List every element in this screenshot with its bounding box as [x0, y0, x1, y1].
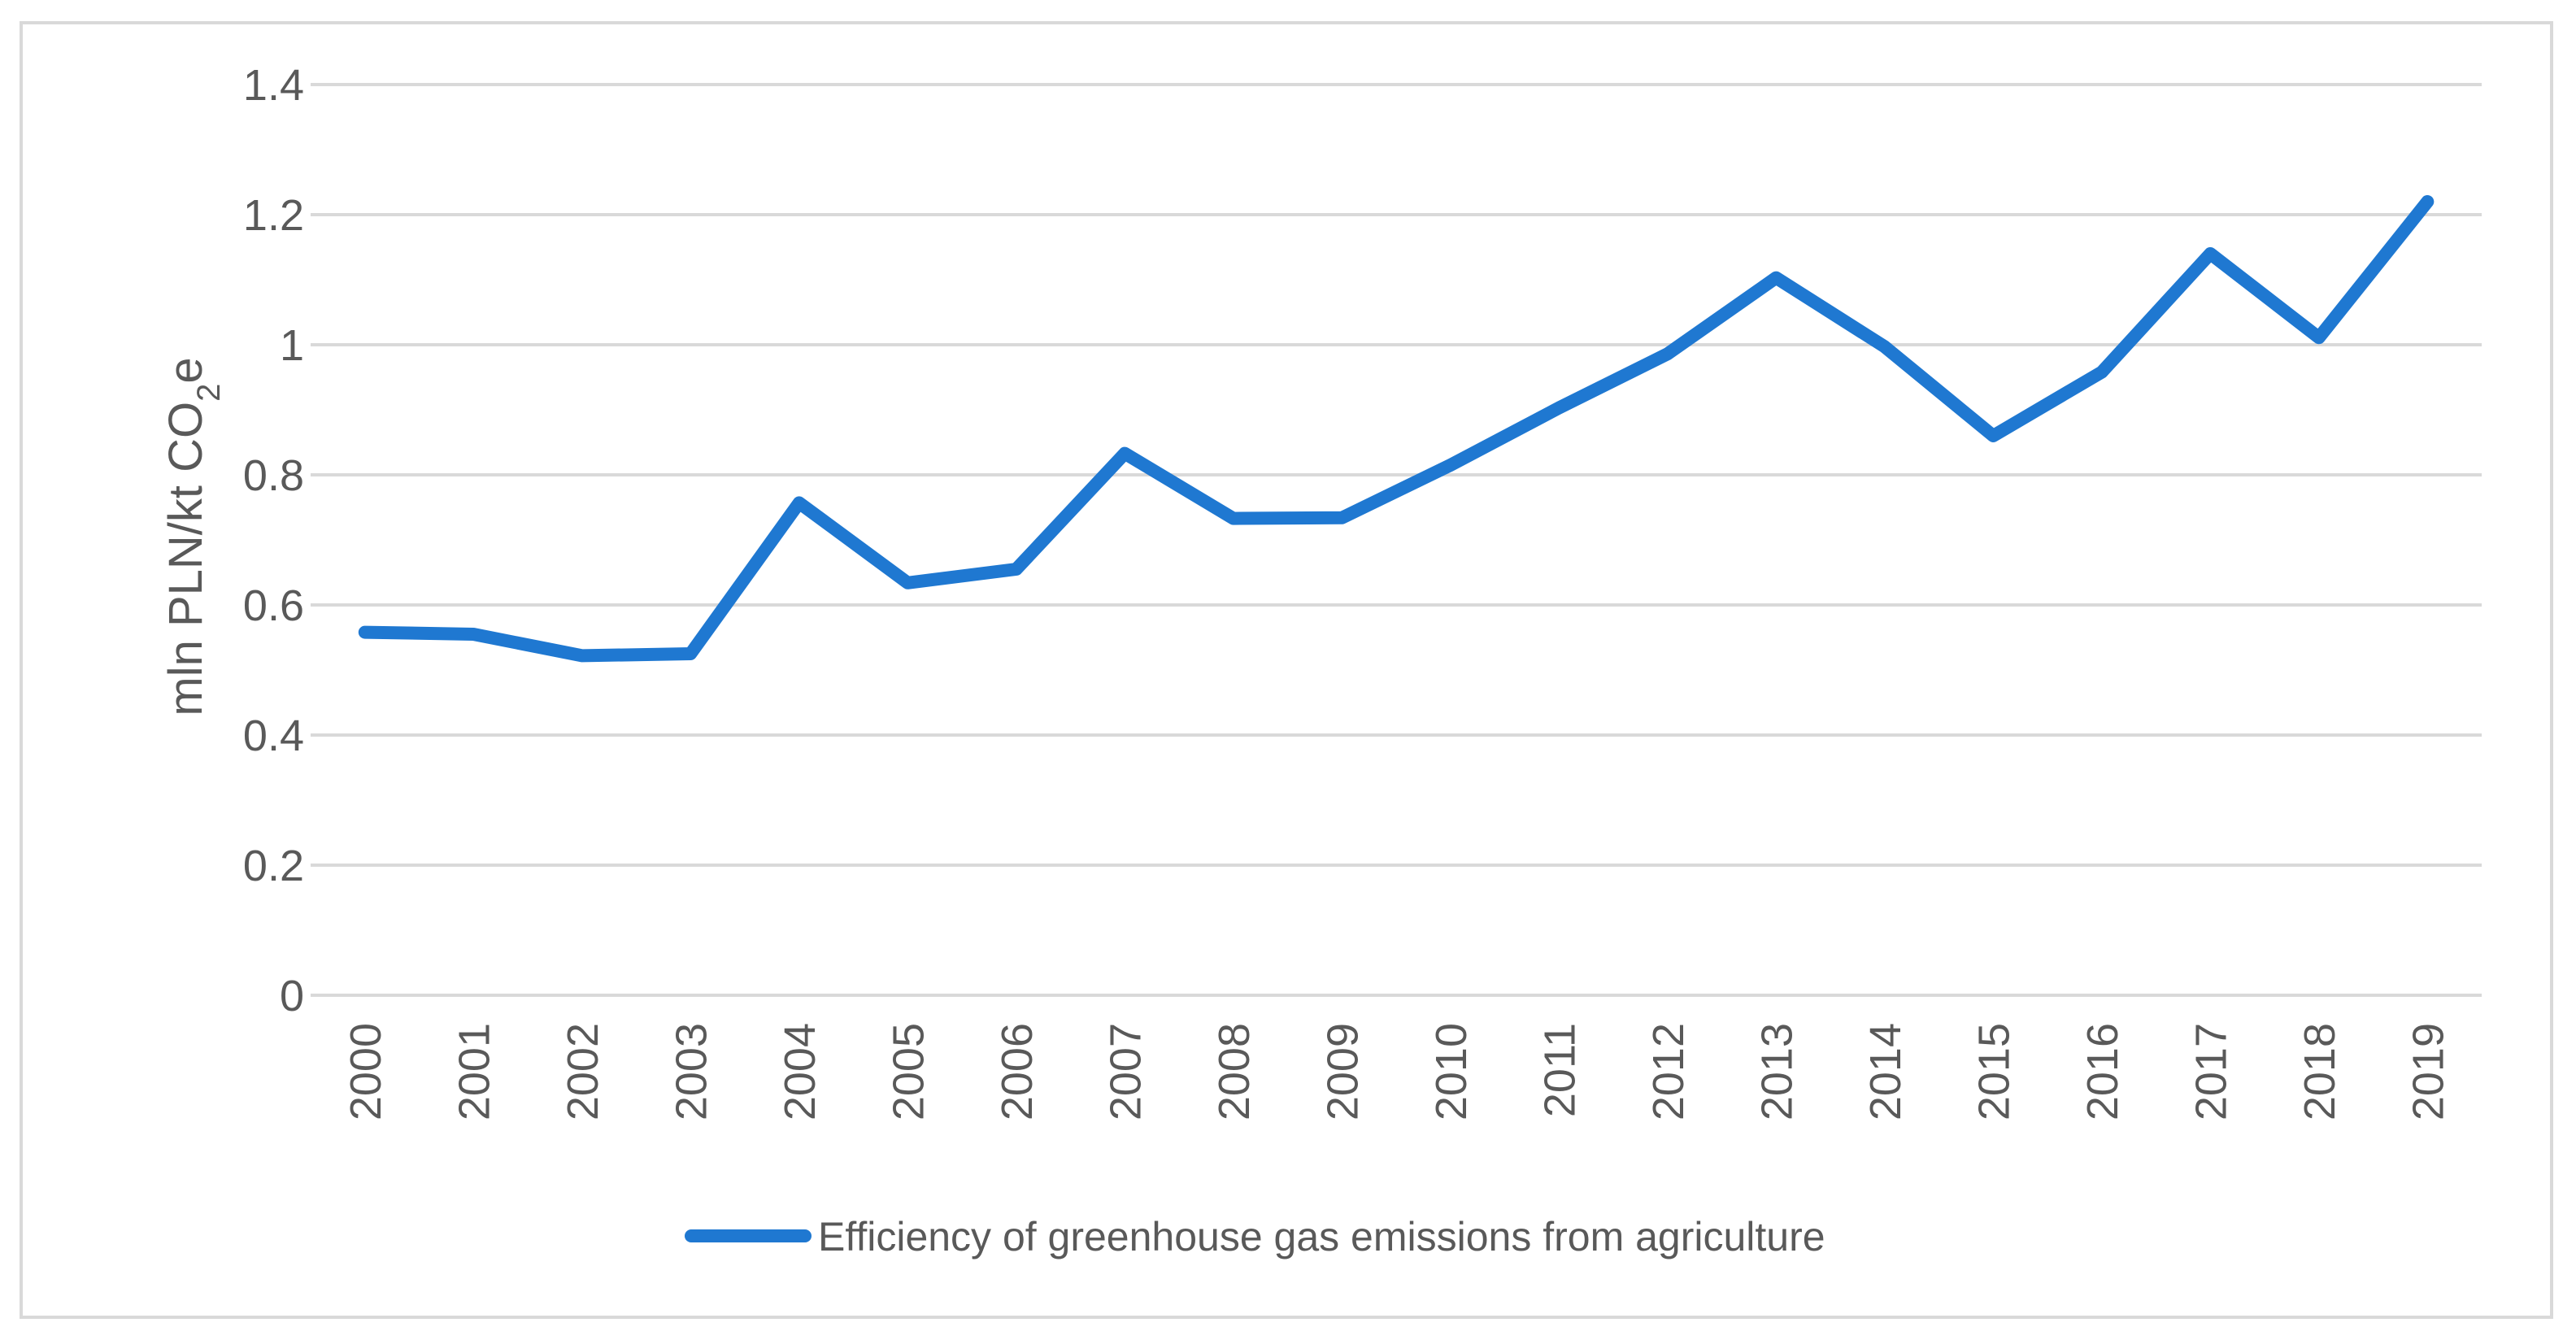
x-tick-label: 2001: [450, 1023, 498, 1120]
y-tick-label: 0.8: [243, 451, 304, 500]
x-tick-label: 2009: [1318, 1023, 1367, 1120]
x-axis-ticks: 2000 2001 2002 2003 2004 2005 2006 2007 2008 2009…: [342, 1023, 2453, 1120]
legend: Efficiency of greenhouse gas emissions f…: [685, 1214, 1825, 1260]
chart-frame: [20, 21, 2553, 1319]
y-axis-title-suffix: e: [159, 357, 212, 383]
y-tick-label: 0.2: [243, 842, 304, 890]
x-tick-label: 2017: [2187, 1023, 2235, 1120]
x-tick-label: 2012: [1644, 1023, 1693, 1120]
y-tick-label: 1.2: [243, 191, 304, 240]
x-tick-label: 2015: [1969, 1023, 2018, 1120]
x-tick-label: 2005: [884, 1023, 933, 1120]
x-tick-label: 2014: [1861, 1023, 1910, 1120]
x-tick-label: 2010: [1427, 1023, 1476, 1120]
series-group: [358, 195, 2435, 663]
y-axis-title-subscript: 2: [191, 384, 227, 402]
series-line: [358, 195, 2435, 663]
y-axis-ticks: 0 0.2 0.4 0.6 0.8 1 1.2 1.4: [243, 61, 304, 1020]
y-tick-label: 0.6: [243, 581, 304, 630]
x-tick-label: 2004: [776, 1023, 825, 1120]
x-tick-label: 2013: [1752, 1023, 1801, 1120]
x-tick-label: 2018: [2295, 1023, 2344, 1120]
x-tick-label: 2002: [559, 1023, 607, 1120]
y-axis-title-main: mln PLN/kt CO: [159, 402, 212, 716]
y-axis-title: mln PLN/kt CO2e: [159, 357, 227, 716]
y-tick-label: 1.4: [243, 61, 304, 110]
x-tick-label: 2006: [993, 1023, 1042, 1120]
x-tick-label: 2000: [342, 1023, 390, 1120]
legend-label: Efficiency of greenhouse gas emissions f…: [818, 1214, 1825, 1260]
x-tick-label: 2011: [1535, 1023, 1584, 1117]
y-tick-label: 0: [280, 972, 304, 1020]
x-tick-label: 2016: [2078, 1023, 2127, 1120]
gridlines: [311, 83, 2482, 997]
x-tick-label: 2008: [1210, 1023, 1259, 1120]
x-tick-label: 2007: [1101, 1023, 1150, 1120]
x-tick-label: 2003: [667, 1023, 716, 1120]
x-tick-label: 2019: [2404, 1023, 2452, 1120]
y-tick-label: 1: [280, 321, 304, 370]
y-tick-label: 0.4: [243, 711, 304, 760]
